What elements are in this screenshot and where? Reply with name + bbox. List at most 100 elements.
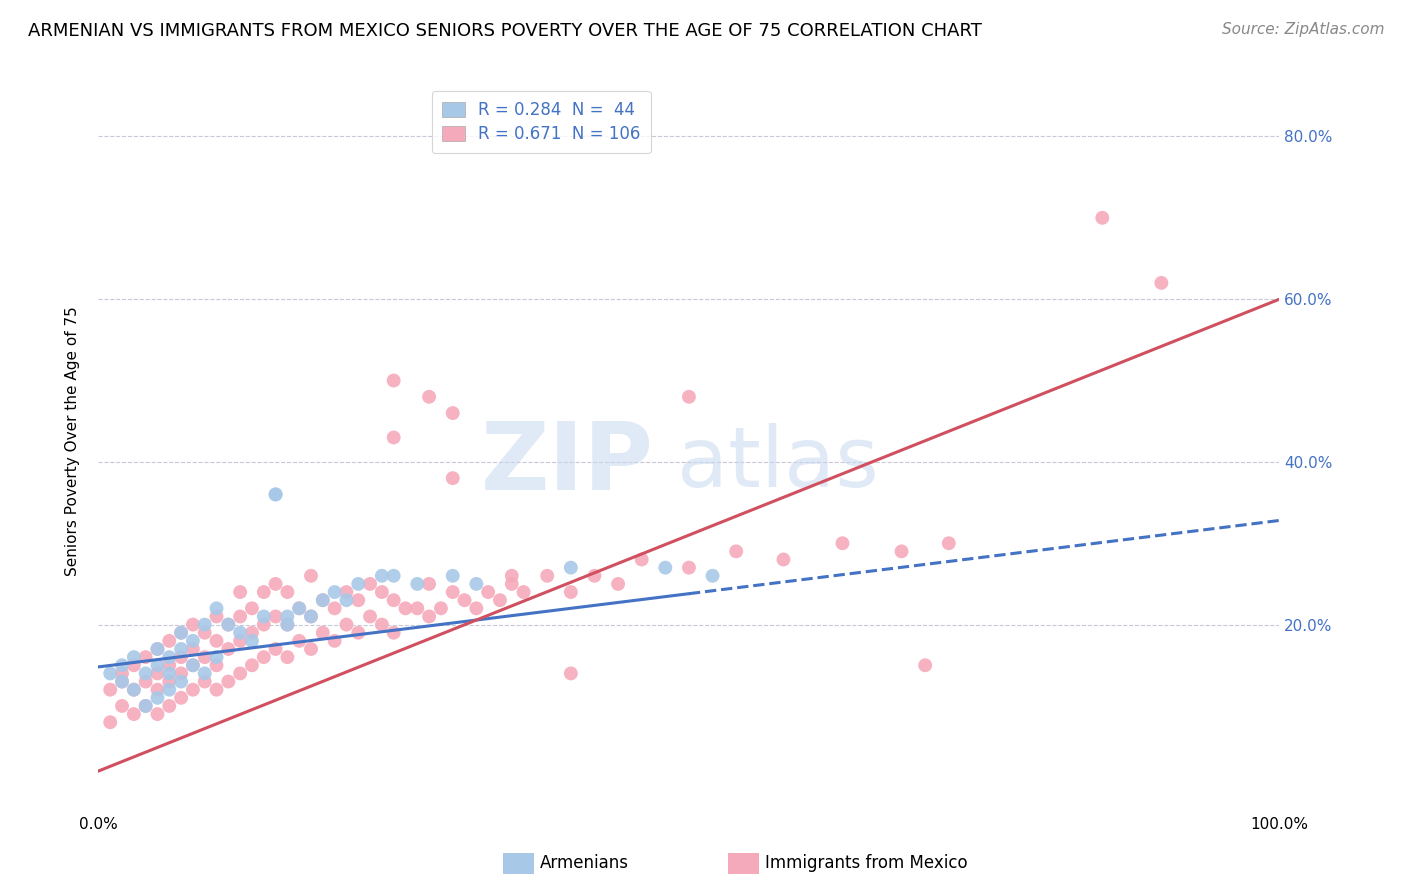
Point [702,568,724,582]
Point [560,560,582,574]
Point [135,674,157,689]
Point [477,585,499,599]
Text: ZIP: ZIP [481,417,654,509]
Point [181,617,204,632]
Point [264,487,287,501]
Point [406,601,429,615]
Point [229,666,252,681]
Point [583,568,606,582]
Point [264,642,287,657]
Point [111,698,134,713]
Point [205,658,228,673]
Point [560,585,582,599]
Point [607,577,630,591]
Point [146,658,169,673]
Point [146,666,169,681]
Point [122,650,145,665]
Point [382,430,405,444]
Point [122,682,145,697]
Point [240,633,263,648]
Point [264,487,287,501]
Point [181,658,204,673]
Point [299,642,322,657]
Point [181,682,204,697]
Point [217,617,239,632]
Point [111,658,134,673]
Point [335,585,357,599]
Text: Source: ZipAtlas.com: Source: ZipAtlas.com [1222,22,1385,37]
Point [406,577,429,591]
Point [135,666,157,681]
Point [205,609,228,624]
Point [146,690,169,705]
Point [122,682,145,697]
Point [312,625,335,640]
Point [205,682,228,697]
Point [347,593,370,607]
Point [205,601,228,615]
Point [560,666,582,681]
Text: ARMENIAN VS IMMIGRANTS FROM MEXICO SENIORS POVERTY OVER THE AGE OF 75 CORRELATIO: ARMENIAN VS IMMIGRANTS FROM MEXICO SENIO… [28,22,981,40]
Point [288,633,311,648]
Point [394,601,416,615]
Text: Immigrants from Mexico: Immigrants from Mexico [765,855,967,872]
Point [465,577,488,591]
Point [382,568,405,582]
Point [347,577,370,591]
Point [1091,211,1114,225]
Point [359,609,381,624]
Point [371,568,394,582]
Point [253,617,276,632]
Point [441,585,464,599]
Point [194,617,217,632]
Point [418,390,440,404]
Point [1150,276,1173,290]
Point [217,617,239,632]
Point [299,609,322,624]
Point [240,625,263,640]
Point [501,577,523,591]
Point [264,577,287,591]
Point [111,666,134,681]
Point [229,633,252,648]
Point [382,625,405,640]
Point [678,390,700,404]
Point [181,658,204,673]
Point [831,536,853,550]
Point [276,617,298,632]
Point [465,601,488,615]
Point [98,666,121,681]
Point [157,698,180,713]
Point [111,674,134,689]
Point [323,633,346,648]
Point [359,577,381,591]
Point [253,609,276,624]
Point [312,593,335,607]
Point [194,650,217,665]
Point [135,698,157,713]
Point [205,650,228,665]
Point [418,609,440,624]
Point [654,560,676,574]
Point [194,674,217,689]
Point [453,593,475,607]
Point [170,650,193,665]
Point [299,568,322,582]
Point [536,568,558,582]
Point [276,585,298,599]
Point [371,585,394,599]
Point [678,560,700,574]
Point [240,601,263,615]
Point [382,593,405,607]
Point [441,471,464,485]
Point [205,633,228,648]
Point [276,650,298,665]
Point [170,625,193,640]
Point [240,658,263,673]
Point [430,601,453,615]
Point [630,552,652,566]
Point [98,682,121,697]
Point [217,642,239,657]
Point [772,552,794,566]
Text: atlas: atlas [678,423,879,504]
